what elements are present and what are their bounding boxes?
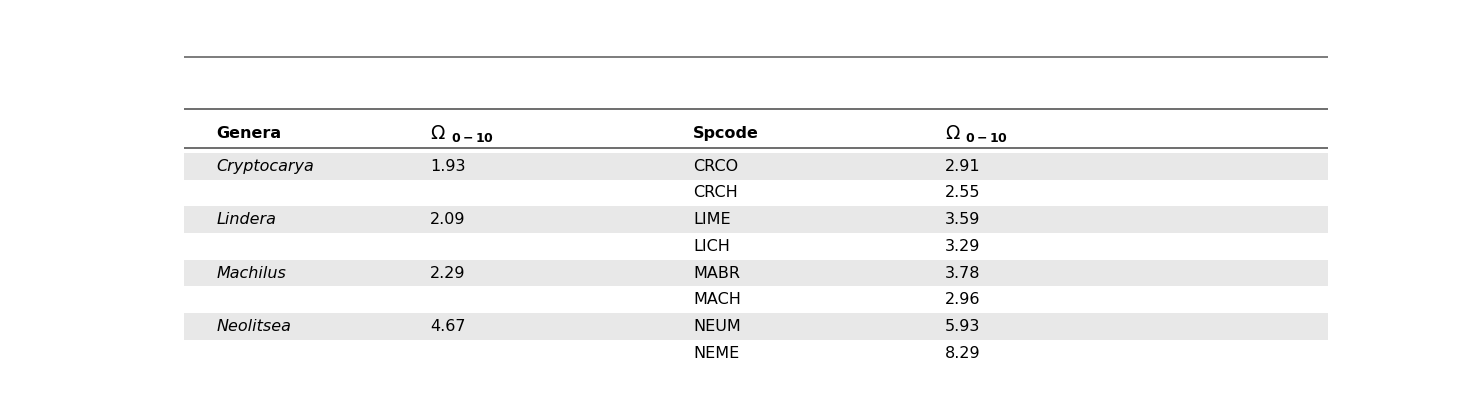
Text: 5.93: 5.93 (944, 319, 979, 334)
Text: Machilus: Machilus (217, 266, 286, 280)
Text: 3.78: 3.78 (944, 266, 979, 280)
Text: CRCO: CRCO (693, 159, 738, 174)
Text: $\mathbf{0-10}$: $\mathbf{0-10}$ (965, 132, 1007, 145)
Text: 4.67: 4.67 (431, 319, 466, 334)
Text: 3.29: 3.29 (944, 239, 979, 254)
Text: Genera: Genera (217, 126, 282, 141)
Text: Spcode: Spcode (693, 126, 760, 141)
Text: Lindera: Lindera (217, 212, 276, 227)
Text: 2.55: 2.55 (944, 186, 979, 200)
Bar (184, 206, 1328, 233)
Text: 2.29: 2.29 (431, 266, 466, 280)
Text: Cryptocarya: Cryptocarya (217, 159, 314, 174)
Text: $\mathbf{0-10}$: $\mathbf{0-10}$ (451, 132, 494, 145)
Bar (184, 260, 1328, 286)
Text: $\it{\Omega}$: $\it{\Omega}$ (431, 124, 445, 143)
Bar (184, 153, 1328, 180)
Text: 2.96: 2.96 (944, 292, 979, 307)
Text: LICH: LICH (693, 239, 730, 254)
Text: 3.59: 3.59 (944, 212, 979, 227)
Text: MABR: MABR (693, 266, 740, 280)
Text: 8.29: 8.29 (944, 346, 981, 361)
Text: 1.93: 1.93 (431, 159, 466, 174)
Bar (184, 313, 1328, 340)
Text: LIME: LIME (693, 212, 730, 227)
Text: NEME: NEME (693, 346, 739, 361)
Text: NEUM: NEUM (693, 319, 740, 334)
Text: $\it{\Omega}$: $\it{\Omega}$ (944, 124, 960, 143)
Text: Neolitsea: Neolitsea (217, 319, 291, 334)
Text: 2.91: 2.91 (944, 159, 981, 174)
Text: 2.09: 2.09 (431, 212, 466, 227)
Text: MACH: MACH (693, 292, 740, 307)
Text: CRCH: CRCH (693, 186, 738, 200)
